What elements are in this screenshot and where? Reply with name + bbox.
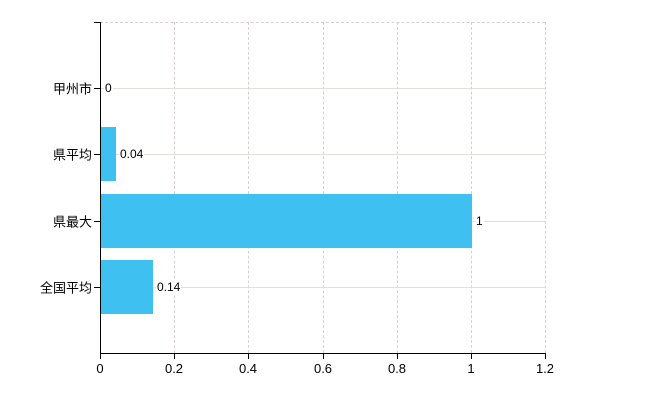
- y-axis-tick: [94, 287, 100, 288]
- x-gridline: [397, 22, 398, 353]
- x-axis-tick: [397, 354, 398, 359]
- category-label: 甲州市: [52, 81, 92, 97]
- bar-県平均: [101, 127, 116, 181]
- value-label: 0: [104, 81, 113, 95]
- y-axis-end-tick: [94, 22, 100, 23]
- bar-県最大: [101, 194, 472, 248]
- x-tick-label: 1.2: [535, 361, 555, 376]
- x-axis-tick: [100, 354, 101, 359]
- x-tick-label: 0: [96, 361, 104, 376]
- y-axis-tick: [94, 154, 100, 155]
- x-axis-tick: [545, 354, 546, 359]
- y-axis-line: [100, 22, 101, 353]
- x-tick-label: 0.6: [313, 361, 333, 376]
- x-axis-tick: [174, 354, 175, 359]
- x-gridline: [471, 22, 472, 353]
- x-tick-label: 0.8: [387, 361, 407, 376]
- y-axis-tick: [94, 221, 100, 222]
- bar-全国平均: [101, 260, 153, 314]
- value-label: 0.04: [119, 147, 145, 161]
- category-label: 全国平均: [39, 280, 92, 296]
- category-label: 県平均: [52, 147, 92, 163]
- x-tick-label: 0.4: [238, 361, 258, 376]
- x-gridline: [323, 22, 324, 353]
- x-axis-tick: [471, 354, 472, 359]
- plot-border-top: [100, 22, 545, 23]
- y-axis-tick: [94, 88, 100, 89]
- x-axis-line: [100, 353, 546, 354]
- x-gridline: [545, 22, 546, 353]
- value-label: 0.14: [156, 280, 182, 294]
- x-gridline: [174, 22, 175, 353]
- x-axis-tick: [248, 354, 249, 359]
- x-tick-label: 0.2: [164, 361, 184, 376]
- category-gridline: [100, 287, 545, 288]
- x-axis-tick: [323, 354, 324, 359]
- x-tick-label: 1: [467, 361, 475, 376]
- category-gridline: [100, 154, 545, 155]
- value-label: 1: [475, 214, 484, 228]
- x-gridline: [248, 22, 249, 353]
- category-label: 県最大: [52, 214, 92, 230]
- category-gridline: [100, 88, 545, 89]
